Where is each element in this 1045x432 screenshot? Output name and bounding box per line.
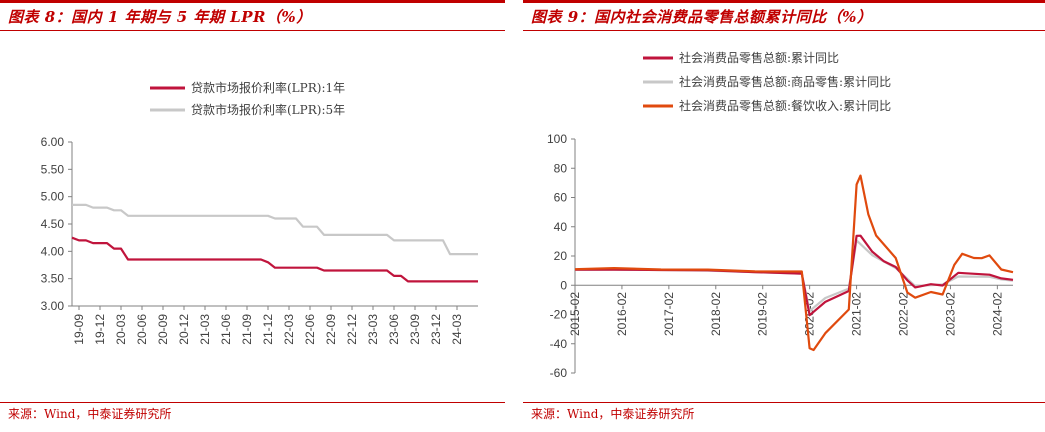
x-tick-label: 23-06	[387, 314, 401, 345]
legend-label: 贷款市场报价利率(LPR):1年	[191, 80, 345, 95]
y-tick-label: 0	[560, 278, 567, 292]
series-line	[72, 203, 478, 256]
x-tick-label: 21-03	[198, 314, 212, 345]
chart-title: 图表 8：国内 1 年期与 5 年期 LPR（%）	[8, 8, 312, 26]
x-tick-label: 20-06	[135, 314, 149, 345]
chart-title: 图表 9：国内社会消费品零售总额累计同比（%）	[531, 8, 873, 26]
x-tick-label: 23-09	[408, 314, 422, 345]
x-tick-label: 20-09	[156, 314, 170, 345]
source-note: 来源：Wind，中泰证券研究所	[531, 407, 695, 421]
chart-panel-retail-sales: 图表 9：国内社会消费品零售总额累计同比（%） 社会消费品零售总额:累计同比 社会…	[523, 0, 1045, 432]
x-tick-label: 2021-02	[850, 292, 864, 336]
y-tick-label: -40	[550, 337, 568, 351]
x-tick-label: 2023-02	[943, 292, 957, 336]
x-tick-label: 22-09	[324, 314, 338, 345]
x-tick-label: 2017-02	[662, 292, 676, 336]
y-tick-label: 4.00	[41, 244, 65, 258]
x-tick-label: 23-03	[366, 314, 380, 345]
x-tick-label: 2015-02	[568, 292, 582, 336]
y-tick-label: 3.50	[41, 272, 65, 286]
x-tick-label: 19-09	[72, 314, 86, 345]
x-tick-label: 21-06	[219, 314, 233, 345]
y-tick-label: 6.00	[41, 135, 65, 149]
y-tick-label: 5.50	[41, 162, 65, 176]
x-tick-label: 24-03	[450, 314, 464, 345]
title-bar	[523, 0, 1045, 33]
x-tick-label: 2024-02	[990, 292, 1004, 336]
y-tick-label: 4.50	[41, 217, 65, 231]
y-tick-label: 100	[547, 132, 567, 146]
y-tick-label: 5.00	[41, 190, 65, 204]
y-tick-label: 3.00	[41, 299, 65, 313]
x-tick-label: 20-03	[114, 314, 128, 345]
legend-label: 社会消费品零售总额:餐饮收入:累计同比	[679, 98, 891, 113]
x-tick-label: 21-09	[240, 314, 254, 345]
x-tick-label: 2018-02	[709, 292, 723, 336]
source-note: 来源：Wind，中泰证券研究所	[8, 407, 172, 421]
title-bar	[0, 0, 505, 33]
legend-label: 社会消费品零售总额:商品零售:累计同比	[679, 74, 891, 89]
y-tick-label: 80	[554, 161, 568, 175]
x-tick-label: 22-06	[303, 314, 317, 345]
y-tick-label: -20	[550, 308, 568, 322]
y-tick-label: -60	[550, 366, 568, 380]
y-tick-label: 40	[554, 220, 568, 234]
chart-retail-sales: 社会消费品零售总额:累计同比社会消费品零售总额:商品零售:累计同比社会消费品零售…	[547, 50, 1014, 380]
x-tick-label: 2016-02	[615, 292, 629, 336]
x-tick-label: 20-12	[177, 314, 191, 345]
x-tick-label: 22-12	[345, 314, 359, 345]
source-divider	[523, 402, 1045, 403]
legend-label: 社会消费品零售总额:累计同比	[679, 50, 839, 65]
title-underline	[523, 30, 1045, 31]
x-tick-label: 2022-02	[897, 292, 911, 336]
x-tick-label: 22-03	[282, 314, 296, 345]
y-tick-label: 60	[554, 191, 568, 205]
legend-label: 贷款市场报价利率(LPR):5年	[191, 102, 345, 117]
x-tick-label: 19-12	[93, 314, 107, 345]
chart-panel-lpr: 图表 8：国内 1 年期与 5 年期 LPR（%） 贷款市场报价利率(LPR):…	[0, 0, 505, 432]
series-line	[574, 174, 1014, 352]
y-tick-label: 20	[554, 249, 568, 263]
x-tick-label: 23-12	[429, 314, 443, 345]
source-divider	[0, 402, 505, 403]
title-underline	[0, 30, 505, 31]
x-tick-label: 21-12	[261, 314, 275, 345]
x-tick-label: 2019-02	[756, 292, 770, 336]
series-line	[71, 236, 478, 283]
